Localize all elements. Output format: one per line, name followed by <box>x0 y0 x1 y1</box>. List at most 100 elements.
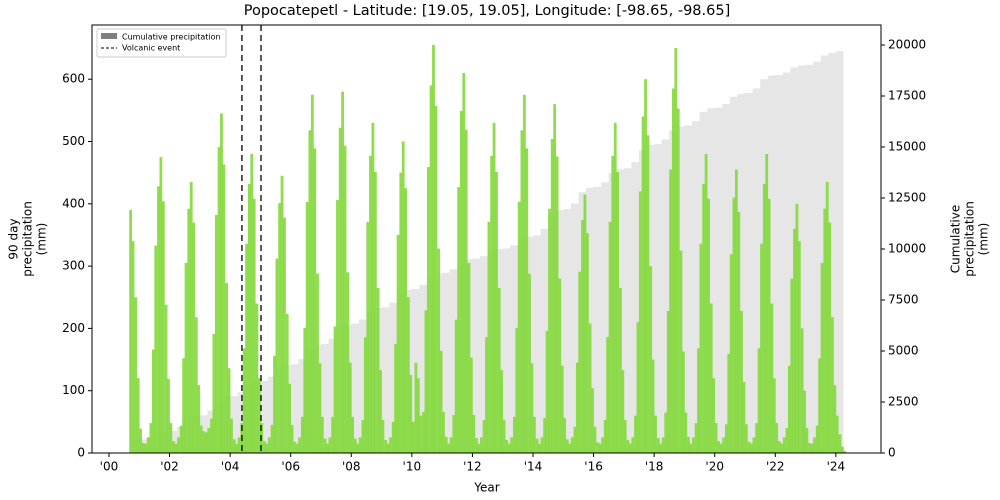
precipitation-bar <box>803 390 806 453</box>
precipitation-bar <box>459 110 463 453</box>
cumulative-bar <box>502 248 511 453</box>
cumulative-bar <box>267 376 276 453</box>
precipitation-bar <box>628 443 632 453</box>
precipitation-bar <box>757 348 761 453</box>
precipitation-bar <box>722 437 726 453</box>
precipitation-bar <box>149 423 153 453</box>
y2-tick-label: 7500 <box>888 292 919 306</box>
precipitation-bar <box>596 442 600 453</box>
precipitation-bar <box>381 419 385 453</box>
cumulative-bar <box>775 75 783 453</box>
precipitation-bar <box>227 368 231 453</box>
precipitation-bar <box>333 326 337 453</box>
precipitation-bar <box>522 94 526 454</box>
y2-tick-label: 10000 <box>888 241 926 255</box>
precipitation-bar <box>568 443 572 453</box>
precipitation-bar <box>232 439 236 453</box>
precipitation-bar <box>434 105 438 453</box>
x-tick-label: '02 <box>160 460 179 474</box>
precipitation-bar <box>638 191 642 453</box>
precipitation-bar <box>674 48 678 454</box>
cumulative-bar <box>358 319 367 453</box>
precipitation-bar <box>747 441 751 453</box>
precipitation-bar <box>795 203 799 453</box>
precipitation-bar <box>252 198 256 453</box>
x-tick-label: '04 <box>221 460 240 474</box>
precipitation-bar <box>310 94 314 454</box>
precipitation-bar <box>787 365 791 453</box>
precipitation-bar <box>136 378 140 453</box>
precipitation-bar <box>555 156 559 453</box>
precipitation-bar <box>303 327 307 453</box>
precipitation-bar <box>676 108 680 453</box>
precipitation-bar <box>394 343 398 453</box>
precipitation-bar <box>179 425 183 453</box>
precipitation-bar <box>649 266 653 453</box>
precipitation-bar <box>220 113 223 453</box>
y2-tick-label: 5000 <box>888 343 919 357</box>
precipitation-bar <box>469 357 473 453</box>
precipitation-bar <box>336 200 339 453</box>
precipitation-bar <box>697 348 700 453</box>
y-tick-label: 400 <box>62 196 85 210</box>
cumulative-bar <box>631 162 639 453</box>
precipitation-bar <box>800 328 804 453</box>
precipitation-bar <box>273 355 276 453</box>
precipitation-bar <box>752 437 756 453</box>
precipitation-bar <box>401 141 405 453</box>
precipitation-bar <box>204 432 208 453</box>
precipitation-bar <box>384 439 388 453</box>
x-tick-label: '14 <box>524 460 543 474</box>
precipitation-bar <box>404 188 408 453</box>
precipitation-bar <box>346 272 350 453</box>
precipitation-bar <box>257 378 261 453</box>
precipitation-bar <box>530 363 534 453</box>
precipitation-bar <box>712 378 716 453</box>
y2-tick-label: 2500 <box>888 394 919 408</box>
precipitation-bar <box>245 243 249 453</box>
precipitation-bar <box>283 217 286 453</box>
y2-axis-label-line: precipitation <box>963 201 977 277</box>
precipitation-bar <box>154 245 158 453</box>
precipitation-bar <box>679 250 683 453</box>
precipitation-bar <box>316 273 319 453</box>
cumulative-bar <box>745 93 753 453</box>
precipitation-bar <box>487 221 491 453</box>
cumulative-bar <box>767 75 776 453</box>
precipitation-bar <box>280 175 284 454</box>
precipitation-bar <box>467 262 471 453</box>
precipitation-bar <box>267 437 271 453</box>
precipitation-bar <box>482 419 486 453</box>
precipitation-bar <box>793 228 796 453</box>
precipitation-bar <box>373 172 377 453</box>
x-tick-label: '24 <box>827 460 846 474</box>
precipitation-bar <box>343 145 347 453</box>
precipitation-bar <box>578 271 582 453</box>
precipitation-bar <box>492 122 496 454</box>
precipitation-bar <box>843 451 847 453</box>
precipitation-bar <box>320 416 324 453</box>
precipitation-bar <box>762 183 766 453</box>
y-tick-label: 0 <box>77 446 85 460</box>
y2-tick-label: 15000 <box>888 139 926 153</box>
x-tick-label: '00 <box>100 460 119 474</box>
precipitation-bar <box>442 411 445 453</box>
precipitation-bar <box>654 415 657 453</box>
cumulative-bar <box>260 380 268 453</box>
cumulative-bar <box>442 272 450 453</box>
precipitation-bar <box>379 370 382 453</box>
cumulative-bar <box>813 61 821 453</box>
cumulative-bar <box>835 51 844 453</box>
precipitation-bar <box>755 423 759 453</box>
precipitation-bar <box>646 135 650 453</box>
precipitation-bar <box>772 378 776 453</box>
precipitation-bar <box>454 319 458 453</box>
cumulative-bar <box>714 107 723 454</box>
precipitation-bar <box>422 411 425 453</box>
precipitation-bar <box>545 330 549 453</box>
precipitation-bar <box>189 181 193 453</box>
precipitation-bar <box>255 303 259 453</box>
precipitation-bar <box>500 370 504 453</box>
precipitation-bar <box>250 153 254 453</box>
